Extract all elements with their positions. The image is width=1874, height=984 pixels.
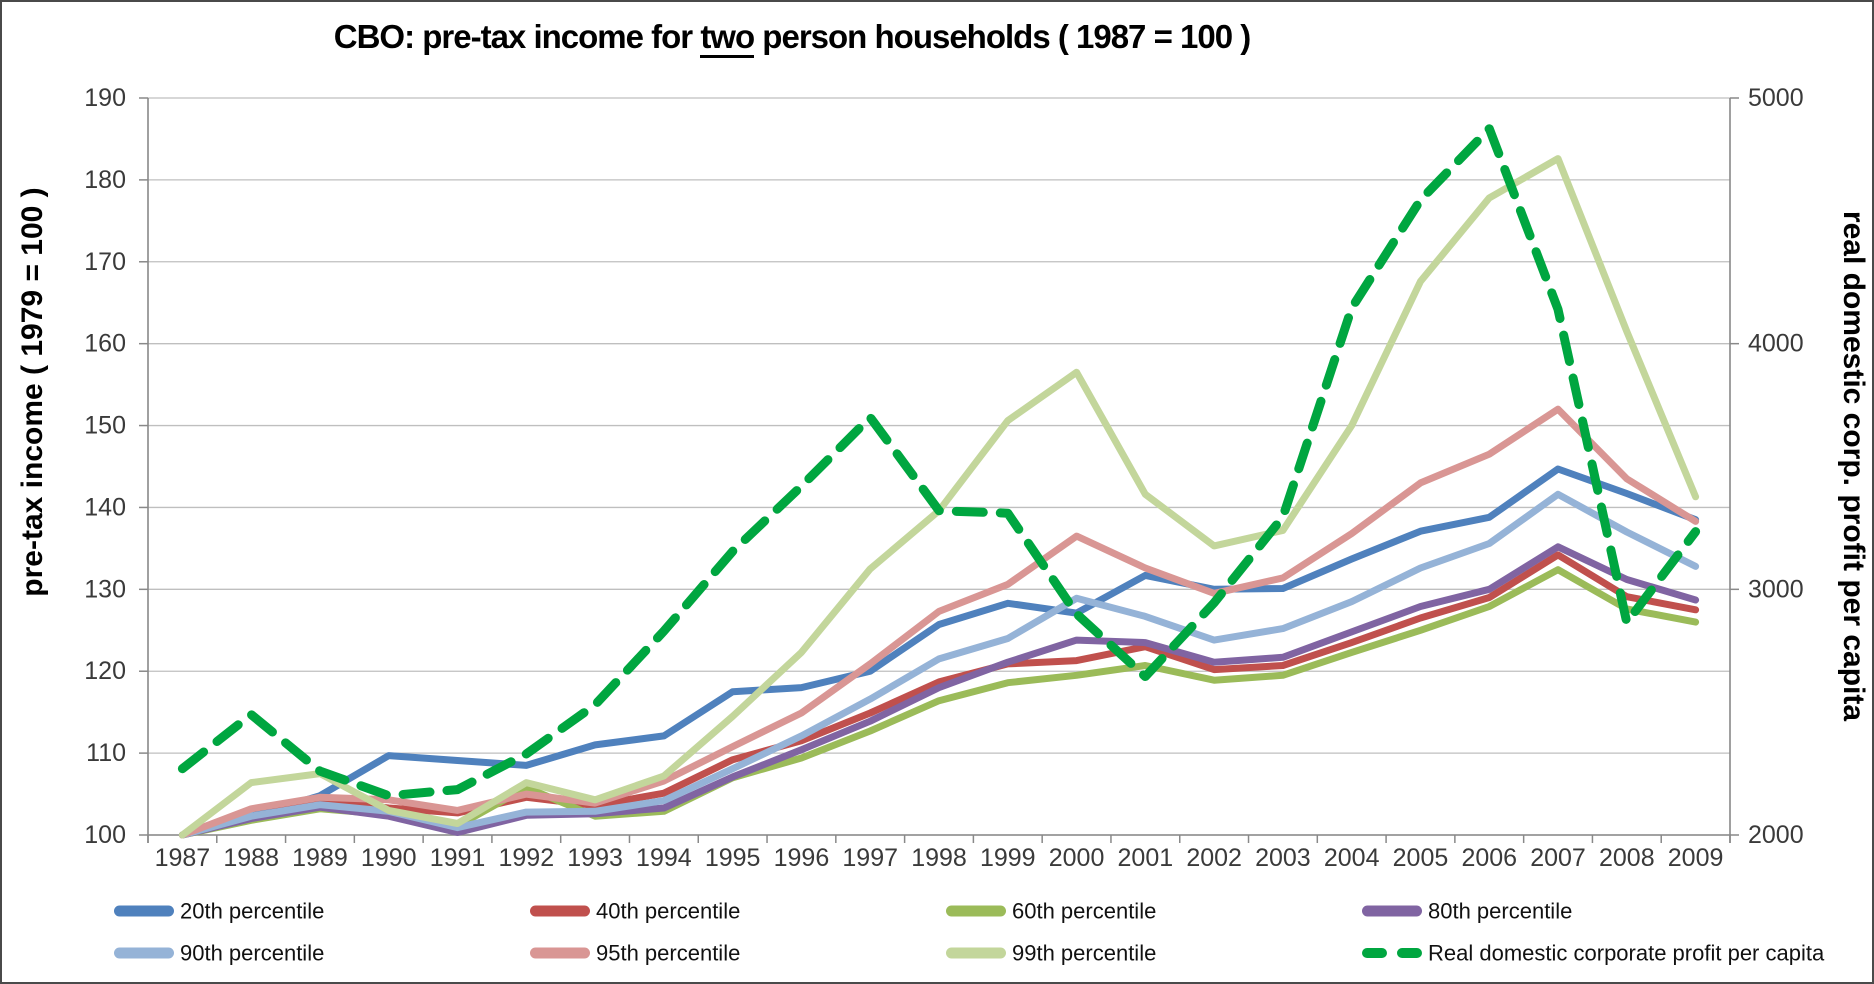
legend-label: 60th percentile bbox=[1012, 899, 1156, 924]
chart-title-suffix: person households ( 1987 = 100 ) bbox=[754, 18, 1251, 55]
legend-item-99th-percentile: 99th percentile bbox=[946, 941, 1156, 966]
x-tick-label: 1989 bbox=[292, 844, 348, 872]
series-line-90th-percentile bbox=[178, 490, 1700, 839]
legend-dash-swatch-icon bbox=[1397, 948, 1422, 958]
x-tick-label: 1997 bbox=[842, 844, 898, 872]
x-tick-label: 2001 bbox=[1118, 844, 1174, 872]
legend-label: Real domestic corporate profit per capit… bbox=[1428, 941, 1825, 966]
legend-label: 80th percentile bbox=[1428, 899, 1572, 924]
y-right-axis-title: real domestic corp. profit per capita bbox=[1837, 210, 1870, 722]
x-tick-label: 1995 bbox=[705, 844, 761, 872]
y-right-tick-label: 3000 bbox=[1748, 575, 1804, 603]
legend-label: 40th percentile bbox=[596, 899, 740, 924]
x-tick-label: 2005 bbox=[1393, 844, 1449, 872]
x-tick-label: 2002 bbox=[1186, 844, 1242, 872]
series-line-80th-percentile bbox=[178, 543, 1700, 839]
x-tick-label: 1987 bbox=[155, 844, 211, 872]
y-left-tick-label: 170 bbox=[84, 248, 126, 276]
chart-title-prefix: CBO: pre-tax income for bbox=[333, 18, 701, 55]
chart-title: CBO: pre-tax income for two person house… bbox=[2, 18, 1582, 58]
legend-item-40th-percentile: 40th percentile bbox=[530, 899, 740, 924]
legend-line-swatch-icon bbox=[946, 905, 1006, 917]
y-left-tick-label: 150 bbox=[84, 412, 126, 440]
y-left-tick-label: 110 bbox=[86, 739, 126, 767]
legend-label: 90th percentile bbox=[180, 941, 324, 966]
x-tick-label: 2004 bbox=[1324, 844, 1380, 872]
y-right-tick-label: 5000 bbox=[1748, 84, 1804, 112]
x-tick-label: 2008 bbox=[1599, 844, 1655, 872]
legend-line-swatch-icon bbox=[1362, 905, 1422, 917]
x-tick-label: 2006 bbox=[1461, 844, 1517, 872]
y-left-tick-label: 100 bbox=[84, 821, 126, 849]
y-left-tick-label: 120 bbox=[84, 657, 126, 685]
x-tick-label: 2007 bbox=[1530, 844, 1586, 872]
x-tick-label: 1992 bbox=[498, 844, 554, 872]
x-tick-label: 1998 bbox=[911, 844, 967, 872]
series-line-95th-percentile bbox=[178, 405, 1700, 839]
series-line-99th-percentile bbox=[178, 155, 1700, 839]
legend-item-90th-percentile: 90th percentile bbox=[114, 941, 324, 966]
y-left-tick-label: 140 bbox=[84, 493, 126, 521]
legend-item-real-domestic-corporate-profit-per-capita: Real domestic corporate profit per capit… bbox=[1362, 941, 1825, 966]
y-left-tick-label: 190 bbox=[84, 84, 126, 112]
x-tick-label: 1994 bbox=[636, 844, 692, 872]
legend-dash-swatch-icon bbox=[1362, 948, 1387, 958]
legend-line-swatch-icon bbox=[114, 905, 174, 917]
legend-item-60th-percentile: 60th percentile bbox=[946, 899, 1156, 924]
y-right-tick-label: 2000 bbox=[1748, 821, 1804, 849]
y-left-tick-label: 180 bbox=[84, 166, 126, 194]
legend-item-80th-percentile: 80th percentile bbox=[1362, 899, 1572, 924]
x-tick-label: 1993 bbox=[567, 844, 623, 872]
series-line-real-domestic-corporate-profit-per-capita bbox=[177, 124, 1701, 801]
series-line-20th-percentile bbox=[178, 465, 1700, 839]
x-tick-label: 1988 bbox=[223, 844, 279, 872]
series-line-40th-percentile bbox=[178, 551, 1700, 839]
legend-item-95th-percentile: 95th percentile bbox=[530, 941, 740, 966]
y-left-axis-title: pre-tax income ( 1979 = 100 ) bbox=[16, 187, 49, 597]
chart-title-underlined-word: two bbox=[700, 18, 755, 58]
x-tick-label: 1990 bbox=[361, 844, 417, 872]
x-tick-label: 2003 bbox=[1255, 844, 1311, 872]
y-right-tick-label: 4000 bbox=[1748, 330, 1804, 358]
legend-line-swatch-icon bbox=[530, 947, 590, 959]
y-left-tick-label: 160 bbox=[84, 330, 126, 358]
x-tick-label: 1991 bbox=[430, 844, 486, 872]
x-tick-label: 1996 bbox=[774, 844, 830, 872]
legend-line-swatch-icon bbox=[946, 947, 1006, 959]
y-left-tick-label: 130 bbox=[84, 575, 126, 603]
legend-line-swatch-icon bbox=[114, 947, 174, 959]
legend-line-swatch-icon bbox=[530, 905, 590, 917]
legend-label: 95th percentile bbox=[596, 941, 740, 966]
legend-label: 99th percentile bbox=[1012, 941, 1156, 966]
x-tick-label: 1999 bbox=[980, 844, 1036, 872]
legend-label: 20th percentile bbox=[180, 899, 324, 924]
x-tick-label: 2009 bbox=[1668, 844, 1724, 872]
legend-item-20th-percentile: 20th percentile bbox=[114, 899, 324, 924]
x-tick-label: 2000 bbox=[1049, 844, 1105, 872]
